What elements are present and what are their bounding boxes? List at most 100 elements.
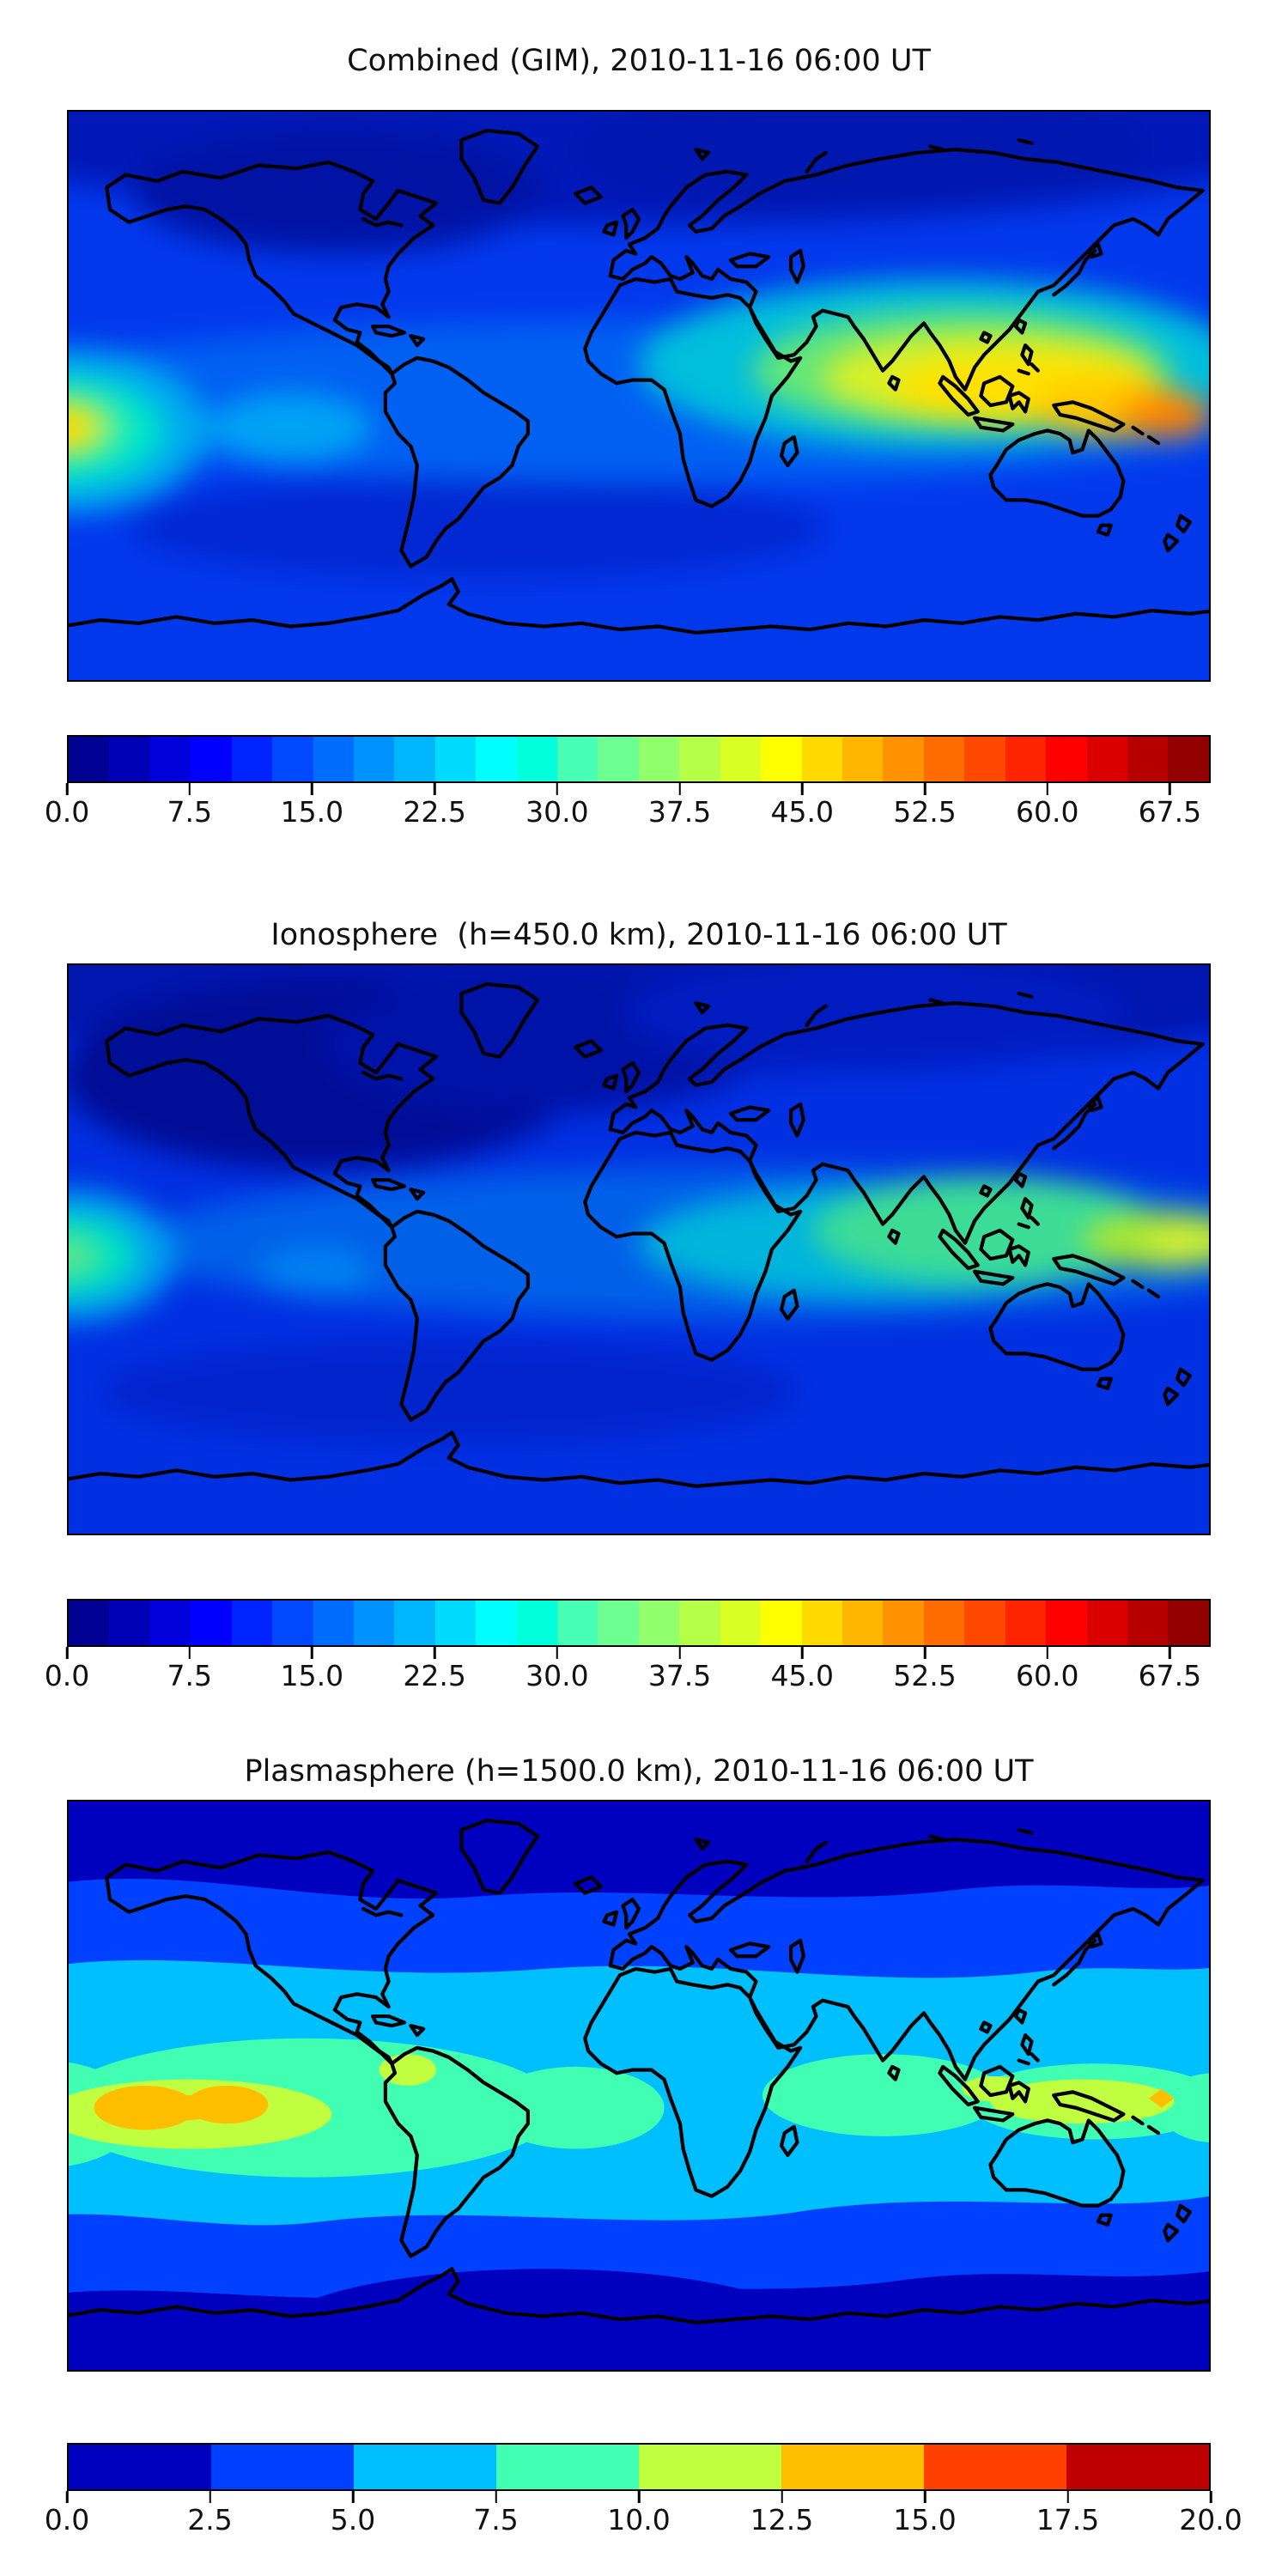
world-map-combined <box>67 110 1211 682</box>
colorbar-segment <box>924 2445 1066 2489</box>
colorbar-tick-label: 52.5 <box>893 795 957 829</box>
colorbar-tick-label: 15.0 <box>280 795 344 829</box>
colorbar-tick <box>1169 783 1171 795</box>
colorbar-tick-label: 30.0 <box>526 795 589 829</box>
coastlines <box>69 1818 1209 2324</box>
colorbar-tick <box>311 1647 313 1659</box>
colorbar-segment <box>1127 737 1169 781</box>
colorbar-segment <box>964 737 1005 781</box>
colorbar-segment <box>231 737 273 781</box>
colorbar-segment <box>1168 1601 1209 1645</box>
colorbar-labels: 0.0 7.5 15.0 22.5 30.0 37.5 45.0 52.5 60.0 67.5 <box>45 795 1211 833</box>
colorbar-segment <box>1168 737 1209 781</box>
colorbar-tick <box>556 783 559 795</box>
colorbar-segment <box>272 737 313 781</box>
colorbar-tick-label: 45.0 <box>770 1659 835 1692</box>
colorbar-tick <box>209 2491 211 2503</box>
colorbar-tick-label: 7.5 <box>167 1659 212 1692</box>
colorbar-segment <box>476 1601 517 1645</box>
colorbar-segment <box>109 737 150 781</box>
colorbar-tick <box>1169 1647 1171 1659</box>
colorbar-segment <box>1046 737 1087 781</box>
colorbar-segment <box>191 1601 232 1645</box>
colorbar-tick <box>801 1647 804 1659</box>
colorbar-segment <box>1066 2445 1209 2489</box>
colorbar-tick <box>351 2491 355 2503</box>
colorbar-tick-label: 67.5 <box>1138 1659 1202 1692</box>
colorbar-segment <box>557 1601 598 1645</box>
colorbar-segment <box>434 737 477 781</box>
colorbar-tick-label: 0.0 <box>44 2503 90 2537</box>
colorbar-segment <box>476 737 517 781</box>
colorbar-tick-label: 10.0 <box>607 2503 671 2537</box>
colorbar-segment <box>394 737 435 781</box>
colorbar-segment <box>69 2445 211 2489</box>
colorbar-tick-label: 15.0 <box>893 2503 957 2537</box>
colorbar-ionosphere <box>67 1599 1211 1647</box>
panel-title-combined: Combined (GIM), 2010-11-16 06:00 UT <box>347 44 931 78</box>
world-map-ionosphere <box>67 963 1211 1535</box>
colorbar-tick <box>1046 1647 1048 1659</box>
coastlines <box>69 981 1209 1488</box>
colorbar-tick <box>65 2491 69 2503</box>
colorbar-segment <box>353 1601 395 1645</box>
colorbar-tick <box>678 783 681 795</box>
colorbar-segment <box>781 2445 924 2489</box>
panel-title-ionosphere: Ionosphere (h=450.0 km), 2010-11-16 06:0… <box>270 918 1007 952</box>
colorbar-tick-label: 2.5 <box>187 2503 233 2537</box>
colorbar-segment <box>313 737 354 781</box>
colorbar-segment <box>354 2445 496 2489</box>
colorbar-segment <box>964 1601 1005 1645</box>
colorbar-tick-label: 22.5 <box>403 1659 466 1692</box>
colorbar-tick <box>781 2491 783 2503</box>
colorbar-segment <box>496 2445 639 2489</box>
colorbar-segment <box>842 1601 884 1645</box>
colorbar-tick-label: 37.5 <box>647 1659 712 1692</box>
colorbar-segment <box>720 1601 762 1645</box>
colorbar-tick-label: 22.5 <box>403 795 466 829</box>
colorbar-tick <box>923 783 927 795</box>
colorbar-segment <box>883 737 924 781</box>
colorbar-segment <box>516 737 558 781</box>
colorbar-tick-label: 7.5 <box>167 795 212 829</box>
colorbar-segment <box>679 737 720 781</box>
colorbar-segment <box>638 1601 680 1645</box>
colorbar-segment <box>598 1601 639 1645</box>
colorbar-segment <box>639 2445 781 2489</box>
colorbar-segment <box>1086 1601 1127 1645</box>
colorbar-segment <box>1086 737 1127 781</box>
colorbar-segment <box>272 1601 313 1645</box>
colorbar-segment <box>761 1601 802 1645</box>
colorbar-tick-label: 60.0 <box>1015 1659 1079 1692</box>
colorbar-tick-label: 0.0 <box>44 795 90 829</box>
colorbar-segment <box>109 1601 150 1645</box>
colorbar-tick <box>188 783 191 795</box>
colorbar-segment <box>149 737 191 781</box>
colorbar-tick <box>433 1647 436 1659</box>
colorbar-ticks <box>65 1647 1211 1659</box>
colorbar-segment <box>516 1601 558 1645</box>
colorbar-ticks <box>65 2491 1212 2503</box>
colorbar-tick <box>1046 783 1048 795</box>
colorbar-tick-label: 30.0 <box>526 1659 589 1692</box>
colorbar-labels: 0.0 7.5 15.0 22.5 30.0 37.5 45.0 52.5 60.0 67.5 <box>45 1659 1211 1697</box>
colorbar-segment <box>801 737 843 781</box>
colorbar-tick-label: 20.0 <box>1179 2503 1242 2537</box>
colorbar-plasmasphere <box>67 2443 1211 2491</box>
colorbar-segment <box>434 1601 477 1645</box>
colorbar-tick <box>801 783 804 795</box>
colorbar-segment <box>679 1601 720 1645</box>
colorbar-segment <box>1127 1601 1169 1645</box>
colorbar-segment <box>842 737 884 781</box>
colorbar-ticks <box>65 783 1211 795</box>
colorbar-tick <box>65 1647 69 1659</box>
colorbar-tick <box>556 1647 559 1659</box>
colorbar-tick <box>1066 2491 1069 2503</box>
colorbar-tick-label: 7.5 <box>473 2503 519 2537</box>
colorbar-tick-label: 37.5 <box>647 795 712 829</box>
coastlines <box>69 128 1209 635</box>
colorbar-segment <box>1005 737 1047 781</box>
colorbar-tick-label: 0.0 <box>44 1659 90 1692</box>
colorbar-combined <box>67 735 1211 783</box>
colorbar-segment <box>69 1601 110 1645</box>
